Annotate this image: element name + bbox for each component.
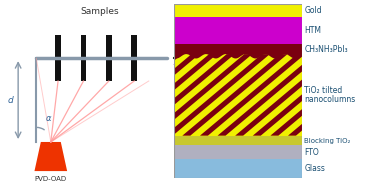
Bar [174, 145, 302, 159]
Polygon shape [200, 54, 305, 136]
Text: α: α [45, 114, 51, 123]
Polygon shape [305, 54, 378, 136]
Polygon shape [341, 54, 378, 136]
Polygon shape [147, 54, 252, 136]
Polygon shape [235, 54, 340, 136]
Text: Samples: Samples [81, 7, 119, 16]
Text: CH₃NH₃PbI₃: CH₃NH₃PbI₃ [304, 45, 348, 54]
Bar [55, 35, 61, 81]
Polygon shape [165, 54, 270, 136]
Polygon shape [112, 54, 217, 136]
Text: FTO: FTO [304, 148, 319, 157]
Polygon shape [323, 54, 378, 136]
Polygon shape [94, 54, 200, 136]
Polygon shape [59, 54, 164, 136]
Polygon shape [34, 142, 67, 171]
Polygon shape [270, 54, 375, 136]
Text: d: d [7, 96, 13, 105]
Text: Blocking TiO₂: Blocking TiO₂ [304, 138, 351, 143]
Bar [174, 159, 302, 178]
Text: Glass: Glass [304, 164, 325, 173]
Bar [174, 54, 302, 136]
Text: HTM: HTM [304, 26, 321, 35]
Polygon shape [376, 54, 378, 136]
Polygon shape [288, 54, 378, 136]
Bar [81, 35, 86, 81]
Bar [174, 4, 302, 17]
Polygon shape [130, 54, 235, 136]
Bar [132, 35, 137, 81]
Bar [174, 44, 302, 54]
Bar [106, 35, 112, 81]
Text: Gold: Gold [304, 6, 322, 15]
Text: TiO₂ tilted
nanocolumns: TiO₂ tilted nanocolumns [304, 86, 356, 104]
Polygon shape [182, 54, 288, 136]
Polygon shape [253, 54, 358, 136]
Text: PVD-OAD
Source: PVD-OAD Source [35, 176, 67, 182]
Polygon shape [358, 54, 378, 136]
Bar [174, 17, 302, 44]
Polygon shape [77, 54, 182, 136]
Polygon shape [218, 54, 323, 136]
Bar [174, 136, 302, 145]
